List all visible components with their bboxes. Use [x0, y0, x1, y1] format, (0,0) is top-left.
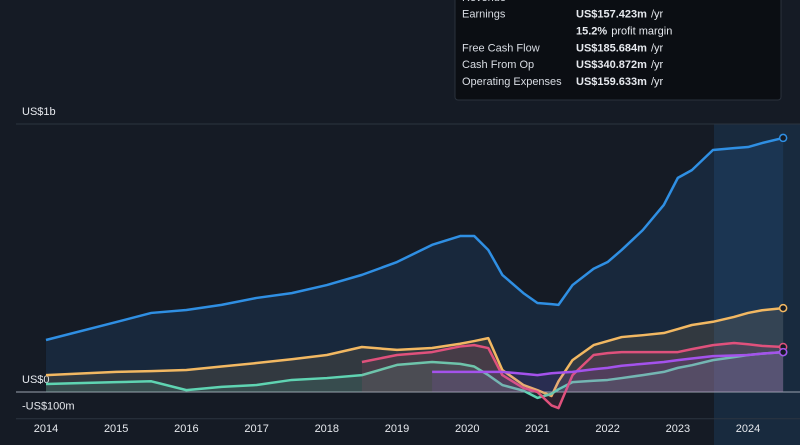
series-line: [45, 136, 784, 342]
series-line: [45, 306, 784, 398]
x-tick-label: 2017: [244, 423, 268, 435]
tooltip-unit: /yr: [651, 42, 664, 54]
end-marker: [778, 133, 788, 143]
tooltip-unit: /yr: [651, 59, 664, 71]
tooltip-unit: /yr: [651, 76, 664, 88]
tooltip-unit: profit margin: [611, 26, 672, 38]
tooltip-value: US$157.423m: [576, 9, 647, 21]
tooltip-unit: /yr: [651, 9, 664, 21]
end-marker: [778, 303, 788, 313]
x-tick-label: 2024: [736, 423, 760, 435]
x-tick-label: 2016: [174, 423, 198, 435]
end-marker: [778, 347, 788, 357]
x-tick-label: 2023: [666, 423, 690, 435]
tooltip-label: Revenue: [462, 0, 506, 4]
x-tick-label: 2020: [455, 423, 479, 435]
tooltip-value: US$159.633m: [576, 76, 647, 88]
x-tick-label: 2018: [315, 423, 339, 435]
series-area: [432, 352, 784, 392]
y-tick-label: US$1b: [22, 106, 56, 118]
series-area: [45, 352, 784, 398]
tooltip-label: Earnings: [462, 9, 506, 21]
y-tick-label: US$0: [22, 374, 50, 386]
tooltip-label: Free Cash Flow: [462, 42, 540, 54]
tooltip-box: [454, 0, 782, 101]
series-line: [361, 341, 784, 410]
series-line: [45, 350, 784, 400]
x-tick-label: 2021: [525, 423, 549, 435]
x-tick-label: 2019: [385, 423, 409, 435]
tooltip-value: US$185.684m: [576, 42, 647, 54]
tooltip-label: Cash From Op: [462, 59, 534, 71]
tooltip-value: 15.2%: [576, 26, 607, 38]
tooltip-label: Operating Expenses: [462, 76, 562, 88]
x-tick-label: 2014: [34, 423, 58, 435]
series-line: [432, 350, 784, 377]
x-tick-label: 2022: [595, 423, 619, 435]
x-tick-label: 2015: [104, 423, 128, 435]
tooltip-value: US$340.872m: [576, 59, 647, 71]
y-tick-label: -US$100m: [22, 401, 75, 413]
series-area: [45, 308, 784, 397]
series-area: [45, 137, 784, 392]
